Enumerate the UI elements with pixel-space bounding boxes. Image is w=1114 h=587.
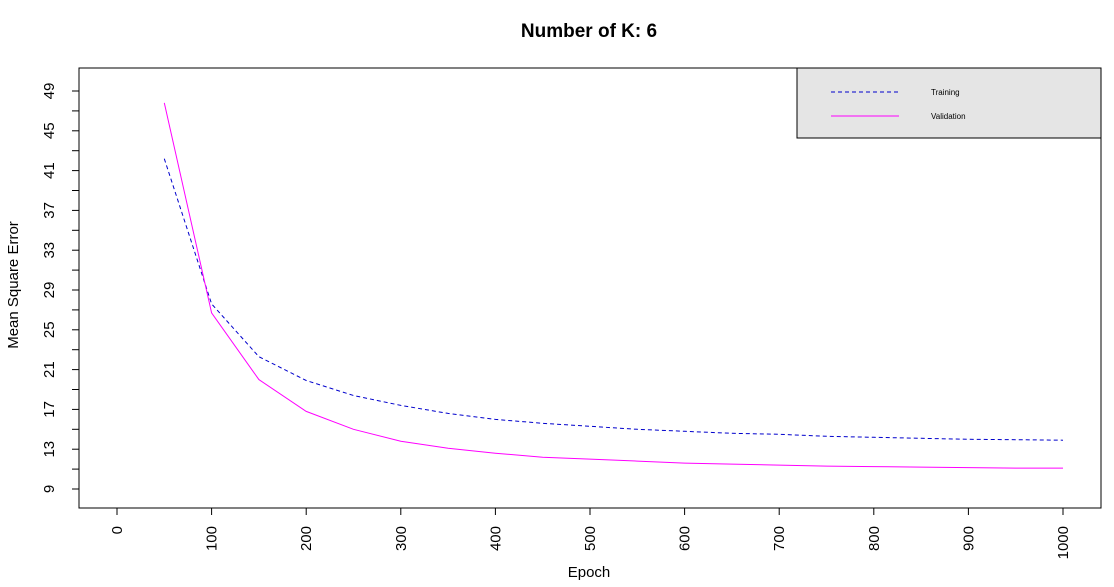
x-tick-label: 0 bbox=[109, 526, 126, 534]
y-tick-label: 49 bbox=[41, 83, 58, 100]
x-tick-label: 100 bbox=[204, 526, 221, 551]
x-axis-label: Epoch bbox=[568, 564, 611, 581]
y-tick-label: 17 bbox=[41, 401, 58, 418]
legend-label-validation: Validation bbox=[931, 112, 966, 121]
x-tick-label: 700 bbox=[771, 526, 788, 551]
x-tick-label: 400 bbox=[487, 526, 504, 551]
y-tick-label: 33 bbox=[41, 242, 58, 259]
x-tick-label: 200 bbox=[298, 526, 315, 551]
series-line-validation bbox=[163, 102, 1063, 469]
legend-label-training: Training bbox=[931, 88, 960, 97]
x-tick-label: 500 bbox=[582, 526, 599, 551]
y-tick-label: 37 bbox=[41, 202, 58, 219]
legend-box bbox=[796, 67, 1102, 139]
y-tick-label: 13 bbox=[41, 441, 58, 458]
y-tick-label: 45 bbox=[41, 122, 58, 139]
chart-title: Number of K: 6 bbox=[521, 21, 657, 42]
legend: Training Validation bbox=[796, 67, 1102, 139]
x-tick-label: 300 bbox=[393, 526, 410, 551]
x-axis: 0 100 200 300 400 500 600 700 800 900 1000 bbox=[109, 507, 1072, 559]
y-axis-label: Mean Square Error bbox=[5, 221, 22, 349]
x-tick-label: 800 bbox=[866, 526, 883, 551]
y-tick-label: 25 bbox=[41, 321, 58, 338]
y-tick-label: 9 bbox=[41, 485, 58, 493]
y-axis: 9 13 17 21 25 29 33 37 41 45 49 bbox=[41, 83, 80, 493]
y-tick-label: 21 bbox=[41, 361, 58, 378]
x-tick-label: 900 bbox=[960, 526, 977, 551]
y-tick-label: 29 bbox=[41, 282, 58, 299]
y-tick-label: 41 bbox=[41, 162, 58, 179]
x-tick-label: 600 bbox=[677, 526, 694, 551]
series-line-training bbox=[163, 158, 1064, 441]
x-tick-label: 1000 bbox=[1055, 526, 1072, 559]
series-layer bbox=[163, 102, 1064, 469]
